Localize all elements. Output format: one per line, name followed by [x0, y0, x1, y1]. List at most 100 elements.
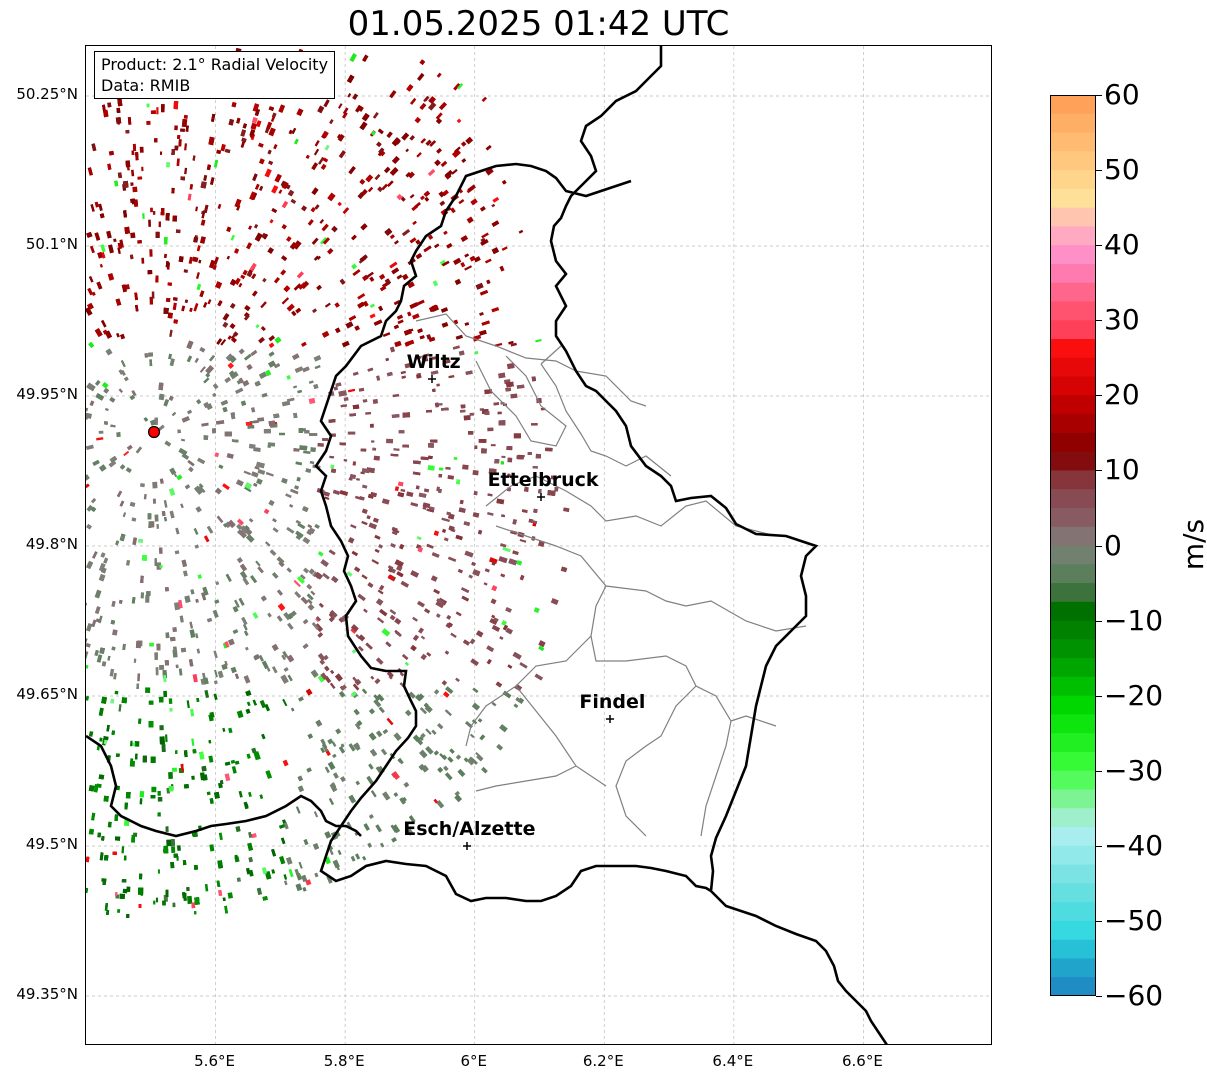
velocity-gate: [462, 639, 470, 646]
velocity-gate: [513, 433, 521, 439]
velocity-gate: [180, 438, 186, 442]
velocity-gate: [311, 237, 319, 245]
velocity-gate: [116, 333, 120, 338]
velocity-gate: [254, 232, 263, 242]
velocity-gate: [481, 320, 490, 326]
velocity-gate: [369, 313, 376, 319]
velocity-gate: [238, 348, 245, 355]
velocity-gate: [156, 524, 160, 529]
velocity-gate: [114, 180, 119, 187]
velocity-gate: [181, 559, 187, 567]
velocity-gate: [461, 587, 470, 593]
velocity-gate: [331, 782, 337, 788]
velocity-gate: [391, 531, 398, 536]
velocity-gate: [215, 581, 220, 586]
velocity-gate: [178, 139, 182, 147]
velocity-gate: [348, 388, 356, 393]
velocity-gate: [407, 171, 415, 179]
velocity-gate: [367, 582, 374, 588]
velocity-gate: [189, 629, 196, 638]
velocity-gate: [98, 574, 106, 582]
velocity-gate: [380, 151, 386, 157]
velocity-gate: [86, 483, 90, 489]
velocity-gate: [505, 607, 512, 613]
velocity-gate: [154, 514, 159, 522]
velocity-gate: [298, 282, 306, 290]
canton-boundaries: [415, 313, 807, 837]
velocity-gate: [189, 621, 193, 629]
velocity-gate: [255, 751, 261, 760]
velocity-gate: [199, 290, 205, 298]
velocity-gate: [232, 606, 239, 613]
velocity-gate: [215, 487, 222, 495]
velocity-gate: [236, 557, 244, 564]
velocity-gate: [550, 475, 556, 480]
map-canvas[interactable]: [86, 46, 992, 1045]
velocity-gate: [506, 446, 513, 451]
velocity-gate: [466, 216, 474, 224]
velocity-gate: [409, 135, 415, 141]
velocity-gate: [180, 128, 186, 133]
velocity-gate: [301, 874, 308, 883]
velocity-gate: [538, 488, 542, 494]
velocity-gate: [214, 791, 220, 799]
velocity-gate: [302, 619, 309, 625]
velocity-gate: [90, 506, 97, 512]
velocity-gate: [125, 559, 131, 566]
velocity-gate: [496, 743, 504, 751]
velocity-gate: [410, 644, 417, 652]
velocity-gate: [171, 767, 178, 772]
velocity-gate: [309, 460, 315, 464]
velocity-gate: [440, 160, 448, 168]
velocity-gate: [99, 213, 105, 219]
velocity-gate: [236, 204, 241, 211]
velocity-gate: [391, 414, 400, 418]
velocity-gate: [86, 664, 89, 669]
velocity-gate: [91, 619, 97, 628]
velocity-gate: [187, 895, 193, 905]
velocity-gate: [150, 795, 156, 799]
velocity-gate: [122, 512, 127, 518]
velocity-gate: [177, 845, 181, 851]
velocity-gate: [348, 315, 357, 321]
velocity-gate: [172, 627, 177, 633]
velocity-gate: [469, 733, 475, 739]
velocity-gate: [86, 887, 89, 894]
velocity-gate: [353, 566, 361, 573]
velocity-gate: [507, 473, 511, 478]
velocity-gate: [408, 815, 416, 823]
velocity-gate: [421, 354, 428, 361]
velocity-gate: [145, 595, 150, 603]
velocity-gate: [216, 515, 224, 524]
velocity-gate: [129, 760, 136, 767]
velocity-gate: [119, 464, 126, 470]
velocity-gate: [370, 423, 374, 428]
velocity-gate: [91, 143, 97, 152]
velocity-gate: [374, 174, 381, 181]
velocity-gate: [383, 166, 391, 174]
velocity-gate: [399, 672, 405, 677]
velocity-gate: [538, 640, 546, 648]
velocity-gate: [422, 506, 427, 510]
colorbar-tick-label: 50: [1104, 153, 1140, 187]
velocity-gate: [505, 627, 513, 635]
velocity-gate: [262, 867, 268, 875]
velocity-gate: [419, 707, 427, 715]
velocity-gate: [293, 448, 300, 452]
velocity-gate: [319, 218, 325, 224]
velocity-gate: [355, 853, 361, 860]
velocity-gate: [440, 307, 449, 313]
velocity-gate: [100, 567, 107, 574]
velocity-gate: [505, 387, 512, 392]
velocity-gate: [157, 796, 163, 802]
velocity-gate: [118, 704, 122, 712]
velocity-gate: [115, 298, 122, 306]
velocity-gate: [173, 853, 179, 858]
longitude-tick-label: 6.2°E: [582, 1052, 624, 1070]
velocity-gate: [161, 104, 165, 113]
velocity-gate: [547, 489, 556, 497]
radar-map[interactable]: [85, 45, 992, 1045]
velocity-gate: [400, 580, 409, 588]
velocity-gate: [248, 518, 254, 523]
velocity-gate: [302, 537, 311, 545]
